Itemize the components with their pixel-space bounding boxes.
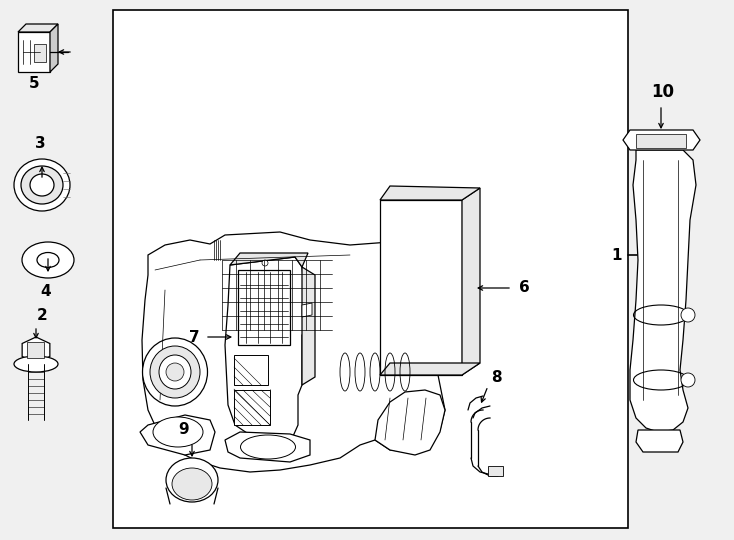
Polygon shape	[234, 390, 270, 425]
Ellipse shape	[241, 435, 296, 459]
Ellipse shape	[30, 174, 54, 196]
Ellipse shape	[14, 159, 70, 211]
Polygon shape	[380, 186, 480, 200]
Polygon shape	[375, 390, 445, 455]
Polygon shape	[18, 32, 50, 72]
Polygon shape	[225, 432, 310, 462]
Polygon shape	[27, 342, 44, 358]
Polygon shape	[488, 466, 503, 476]
Polygon shape	[462, 188, 480, 375]
Text: 3: 3	[34, 136, 46, 151]
Polygon shape	[234, 355, 268, 385]
Polygon shape	[380, 363, 480, 375]
Polygon shape	[636, 430, 683, 452]
Text: 5: 5	[29, 77, 40, 91]
Text: 6: 6	[519, 280, 529, 295]
Polygon shape	[34, 44, 46, 62]
Ellipse shape	[166, 363, 184, 381]
Ellipse shape	[159, 355, 191, 389]
Polygon shape	[50, 24, 58, 72]
Ellipse shape	[150, 346, 200, 398]
Ellipse shape	[22, 242, 74, 278]
Polygon shape	[225, 257, 310, 450]
Polygon shape	[302, 267, 315, 385]
Text: 7: 7	[189, 329, 200, 345]
Ellipse shape	[153, 417, 203, 447]
Polygon shape	[302, 303, 312, 317]
Polygon shape	[22, 337, 50, 363]
Polygon shape	[18, 24, 58, 32]
Text: 10: 10	[652, 83, 675, 101]
Circle shape	[262, 260, 268, 266]
Circle shape	[681, 373, 695, 387]
Polygon shape	[380, 200, 462, 375]
Ellipse shape	[14, 356, 58, 372]
Polygon shape	[630, 150, 696, 432]
Polygon shape	[142, 232, 450, 472]
Ellipse shape	[166, 458, 218, 502]
Bar	[113, 10, 628, 528]
Text: 4: 4	[40, 285, 51, 300]
Polygon shape	[636, 134, 686, 148]
Polygon shape	[623, 130, 700, 150]
Polygon shape	[238, 270, 290, 345]
Ellipse shape	[21, 166, 63, 204]
Ellipse shape	[37, 253, 59, 267]
Circle shape	[681, 308, 695, 322]
Ellipse shape	[172, 468, 212, 500]
Text: 2: 2	[37, 308, 48, 323]
Text: 8: 8	[491, 370, 501, 386]
Ellipse shape	[142, 338, 208, 406]
Text: 9: 9	[178, 422, 189, 437]
Text: 1: 1	[611, 247, 622, 262]
Polygon shape	[140, 415, 215, 455]
Polygon shape	[230, 253, 308, 267]
